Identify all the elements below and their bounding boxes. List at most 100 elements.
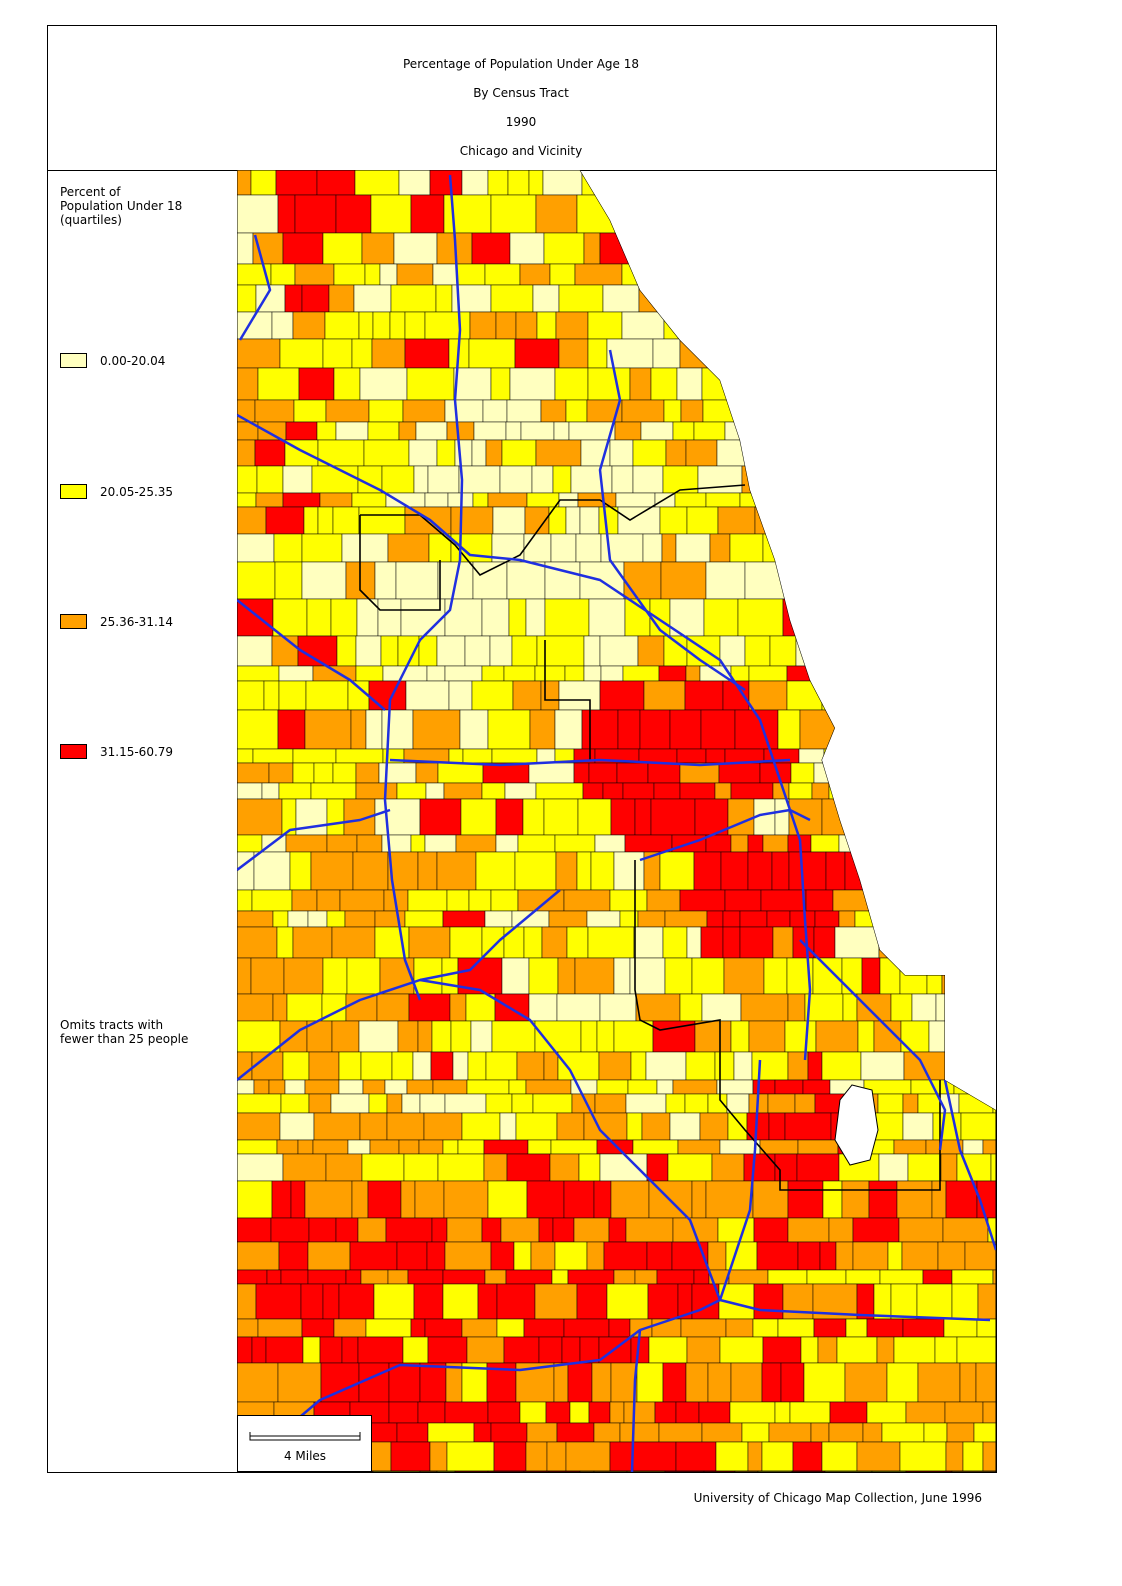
tract <box>717 506 756 535</box>
tract <box>481 598 510 637</box>
tract <box>973 1422 996 1443</box>
tract <box>492 506 526 535</box>
tract <box>515 311 538 340</box>
tract <box>579 1470 595 1472</box>
tract <box>408 926 451 959</box>
tract <box>850 465 872 494</box>
tract <box>519 263 551 286</box>
tract <box>987 506 996 535</box>
tract <box>623 561 662 600</box>
tract <box>407 1269 444 1285</box>
tract <box>481 782 506 800</box>
tract <box>841 194 859 234</box>
tract <box>341 1336 359 1364</box>
tract <box>614 421 642 441</box>
tract <box>308 1051 340 1081</box>
tract <box>794 232 827 265</box>
tract <box>277 194 296 234</box>
tract <box>426 665 446 682</box>
tract <box>452 1051 469 1081</box>
tract <box>852 1241 889 1271</box>
tract <box>854 910 894 928</box>
tract <box>272 993 288 1022</box>
tract <box>613 851 645 891</box>
tract <box>814 910 840 928</box>
tract <box>280 1093 310 1114</box>
tract <box>643 680 686 711</box>
tract <box>769 311 799 340</box>
tract <box>711 263 751 286</box>
tract <box>942 1217 989 1243</box>
tract <box>587 367 631 401</box>
tract <box>278 680 307 711</box>
tract <box>577 798 612 836</box>
tract <box>384 1079 408 1095</box>
tract <box>718 762 761 784</box>
tract <box>694 1020 732 1053</box>
tract <box>444 665 483 682</box>
tract <box>365 709 383 750</box>
tract <box>857 1020 875 1053</box>
tract <box>576 1283 608 1320</box>
highway <box>237 413 812 1061</box>
tract <box>487 492 528 508</box>
tract <box>900 232 944 265</box>
tract <box>710 232 732 265</box>
tract <box>491 1020 536 1053</box>
tract <box>398 1139 420 1155</box>
tract <box>880 762 913 784</box>
tract <box>284 1079 306 1095</box>
tract <box>636 1362 664 1403</box>
tract <box>907 1153 942 1182</box>
tract <box>925 709 956 750</box>
tract <box>978 194 996 234</box>
tract <box>322 338 353 369</box>
tract <box>569 1401 590 1424</box>
tract <box>590 851 615 891</box>
tract <box>982 1441 996 1472</box>
tract <box>513 1241 532 1271</box>
tract <box>325 1153 363 1182</box>
tract <box>429 1441 448 1472</box>
tract <box>705 1180 754 1219</box>
tract <box>298 367 335 401</box>
tract <box>798 748 825 764</box>
tract <box>932 439 981 467</box>
tract <box>954 834 996 853</box>
tract <box>739 910 768 928</box>
legend-label: 25.36-31.14 <box>100 615 173 629</box>
tract <box>310 782 357 800</box>
tract <box>974 782 996 800</box>
tract <box>780 194 824 234</box>
tract <box>360 1269 389 1285</box>
tract <box>293 399 327 423</box>
tract <box>823 421 863 441</box>
tract <box>519 1401 547 1424</box>
tract <box>487 1470 525 1472</box>
tract <box>276 926 294 959</box>
tract <box>530 1241 556 1271</box>
tract <box>450 506 494 535</box>
tract <box>548 910 588 928</box>
tract <box>638 284 662 313</box>
tract <box>705 492 741 508</box>
tract <box>767 1269 808 1285</box>
tract <box>791 506 834 535</box>
tract <box>284 284 303 313</box>
tract <box>659 851 695 891</box>
tract <box>870 465 914 494</box>
tract <box>381 834 412 853</box>
tract <box>237 1318 259 1338</box>
tract <box>976 889 996 912</box>
tract <box>797 1241 821 1271</box>
tract <box>280 1269 309 1285</box>
tract <box>632 439 667 467</box>
tract <box>902 1093 919 1114</box>
tract <box>442 910 486 928</box>
tract <box>892 439 908 467</box>
tract <box>307 1269 347 1285</box>
credit: University of Chicago Map Collection, Ju… <box>694 1491 982 1505</box>
tract <box>967 311 996 340</box>
tract <box>762 1336 802 1364</box>
tract <box>237 284 257 313</box>
